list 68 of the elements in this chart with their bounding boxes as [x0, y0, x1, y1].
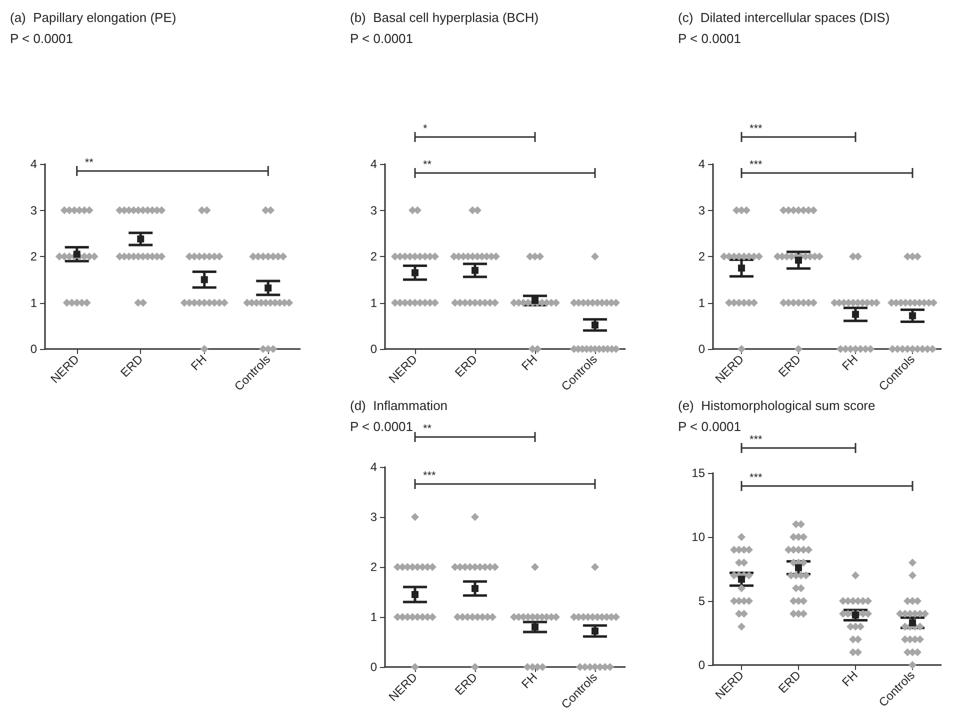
point: [738, 264, 745, 272]
y-tick-label: 2: [370, 560, 378, 574]
point: [795, 564, 802, 572]
y-tick-label: 15: [692, 466, 706, 480]
y-tick-label: 4: [698, 157, 706, 171]
point: [264, 284, 272, 292]
point: [137, 235, 144, 242]
text: **: [423, 423, 432, 435]
x-tick-label: FH: [188, 352, 210, 374]
y-tick-label: 0: [370, 660, 378, 674]
text: ***: [750, 123, 764, 135]
y-tick-label: 1: [370, 296, 378, 310]
point: [200, 276, 208, 284]
chart-title: (e) Histomorphological sum score: [678, 398, 876, 413]
y-tick-label: 0: [370, 342, 378, 356]
y-tick-label: 5: [698, 594, 706, 608]
x-tick-label: FH: [839, 668, 860, 690]
point: [795, 256, 802, 264]
annotation: **: [423, 159, 432, 171]
point: [532, 296, 538, 304]
y-tick-label: 0: [698, 658, 706, 672]
y-tick-label: 3: [370, 510, 378, 524]
y-tick-label: 2: [30, 250, 38, 264]
point: [412, 269, 418, 276]
point: [592, 321, 598, 328]
y-tick-label: 0: [698, 342, 706, 356]
annotation: ***: [423, 470, 437, 482]
y-tick-label: 2: [370, 250, 378, 264]
y-tick-label: 2: [698, 250, 706, 264]
chart-title: (b) Basal cell hyperplasia (BCH): [350, 10, 539, 25]
point: [592, 628, 598, 634]
point: [852, 310, 859, 318]
y-tick-label: 0: [30, 342, 38, 356]
x-tick-label: FH: [518, 670, 540, 692]
y-tick-label: 3: [30, 203, 38, 218]
chart-subtitle: P < 0.0001: [678, 31, 742, 46]
point: [852, 612, 859, 619]
point: [909, 312, 916, 320]
y-tick-label: 1: [370, 610, 378, 624]
annotation: **: [84, 157, 94, 169]
y-tick-label: 4: [370, 460, 378, 474]
chart-subtitle: P < 0.0001: [350, 31, 414, 46]
chart-subtitle: P < 0.0001: [678, 419, 742, 434]
chart-title: (d) Inflammation: [350, 398, 448, 413]
y-tick-label: 1: [698, 296, 706, 310]
text: ***: [750, 434, 764, 446]
point: [412, 591, 418, 598]
point: [472, 266, 478, 274]
point: [909, 619, 916, 626]
x-tick-label: FH: [839, 352, 860, 374]
y-tick-label: 1: [30, 296, 38, 310]
y-tick-label: 3: [698, 203, 706, 218]
y-tick-label: 3: [370, 203, 378, 218]
y-tick-label: 10: [692, 530, 706, 544]
chart-title: (c) Dilated intercellular spaces (DIS): [678, 10, 890, 25]
point: [472, 585, 478, 592]
chart-title: (a) Papillary elongation (PE): [10, 10, 176, 25]
point: [73, 250, 80, 258]
text: *: [423, 123, 428, 135]
y-tick-label: 4: [30, 157, 38, 171]
chart-subtitle: P < 0.0001: [350, 419, 414, 434]
annotation: ***: [750, 159, 764, 171]
annotation: ***: [750, 472, 764, 484]
point: [738, 576, 745, 583]
point: [532, 624, 538, 630]
x-tick-label: FH: [518, 352, 540, 374]
y-tick-label: 4: [370, 157, 378, 171]
chart-subtitle: P < 0.0001: [10, 31, 74, 46]
